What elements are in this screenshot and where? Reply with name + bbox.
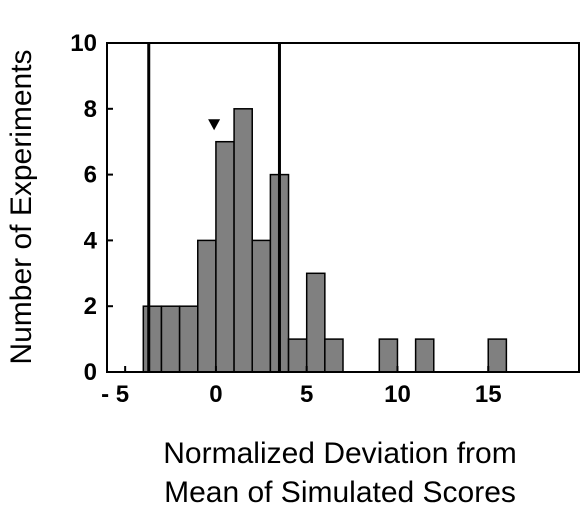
- histogram-bar: [324, 338, 344, 373]
- histogram-bar: [287, 338, 308, 373]
- x-tick-label: 5: [300, 381, 313, 408]
- x-tick-label: 15: [475, 381, 502, 408]
- x-tick-label: - 5: [101, 381, 129, 408]
- histogram-bar: [378, 338, 399, 373]
- histogram-bar: [178, 305, 199, 373]
- y-axis-ticks: 0 2 4 6 8 10: [70, 30, 113, 386]
- y-tick-label: 10: [70, 30, 97, 57]
- bars-group: [142, 108, 508, 373]
- x-tick-label: 10: [384, 381, 411, 408]
- plot-frame: [106, 42, 580, 373]
- mean-marker-icon: [208, 119, 221, 131]
- y-tick-label: 6: [84, 162, 97, 189]
- y-tick-label: 0: [84, 359, 97, 386]
- y-tick-label: 2: [84, 293, 97, 320]
- histogram-bar: [305, 272, 326, 373]
- histogram-bar: [251, 239, 272, 373]
- histogram-bar: [160, 305, 181, 373]
- x-axis-label-line-1: Normalized Deviation from: [163, 437, 516, 470]
- histogram-bar: [414, 338, 435, 373]
- histogram-bar: [487, 338, 508, 373]
- threshold-lines: [147, 43, 281, 372]
- marker-layer: [208, 119, 221, 131]
- histogram-bar: [197, 239, 217, 373]
- y-tick-label: 8: [84, 96, 97, 123]
- y-tick-label: 4: [84, 227, 98, 254]
- x-axis-ticks: - 5 0 5 10 15: [101, 366, 502, 408]
- histogram-bar: [142, 305, 163, 373]
- y-axis-label: Number of Experiments: [5, 49, 38, 364]
- histogram-bar: [215, 140, 235, 373]
- histogram-bar: [233, 108, 253, 373]
- x-axis-label-line-2: Mean of Simulated Scores: [164, 476, 516, 509]
- x-tick-label: 0: [209, 381, 222, 408]
